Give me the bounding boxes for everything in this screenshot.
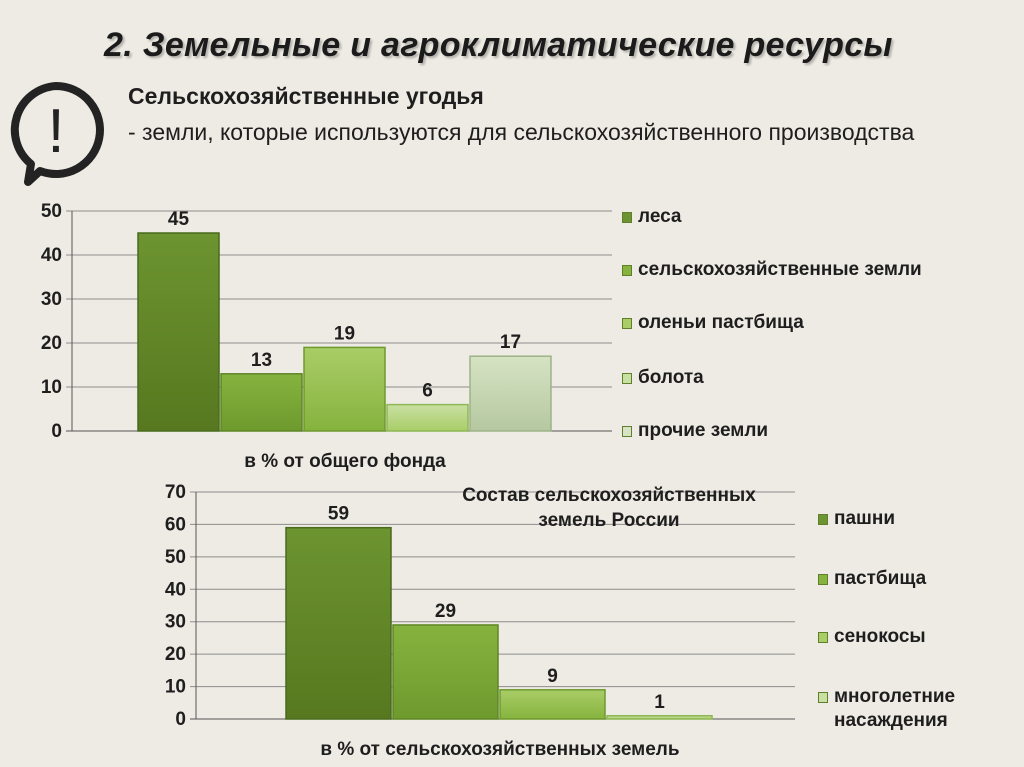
legend-swatch <box>818 514 828 525</box>
legend-item: сельскохозяйственные земли <box>622 258 938 282</box>
bar-value-label: 17 <box>500 332 521 353</box>
legend-item: оленьи пастбища <box>622 311 938 335</box>
legend-label: пашни <box>834 508 896 529</box>
slide-title: 2. Земельные и агроклиматические ресурсы <box>104 26 893 64</box>
legend-swatch <box>622 373 632 384</box>
chart-title: земель России <box>538 510 679 531</box>
legend-swatch <box>818 632 828 643</box>
legend-swatch <box>622 426 632 437</box>
bar <box>303 346 386 432</box>
legend-item: прочие земли <box>622 419 938 443</box>
bar-value-label: 59 <box>328 504 349 525</box>
bar <box>137 232 220 432</box>
legend-swatch <box>622 318 632 329</box>
bar <box>386 403 469 432</box>
bar <box>392 624 499 720</box>
bar-value-label: 1 <box>654 692 665 713</box>
legend-label: пастбища <box>834 568 927 589</box>
y-tick-label: 40 <box>41 245 62 266</box>
y-tick-label: 10 <box>165 677 186 698</box>
bar <box>220 373 303 432</box>
bar <box>606 715 713 720</box>
bar-value-label: 9 <box>547 666 558 687</box>
y-tick-label: 30 <box>41 289 62 310</box>
bar-value-label: 19 <box>334 323 355 344</box>
y-tick-label: 20 <box>41 333 62 354</box>
legend-item: пашни <box>818 507 1024 531</box>
section-definition: - земли, которые используются для сельск… <box>128 119 915 145</box>
section-heading: Сельскохозяйственные угодья <box>128 83 484 109</box>
y-tick-label: 50 <box>165 547 186 568</box>
y-tick-label: 0 <box>175 709 186 730</box>
legend-item: сенокосы <box>818 625 1024 649</box>
legend-item: леса <box>622 205 938 229</box>
bar-value-label: 29 <box>435 601 456 622</box>
bar-value-label: 13 <box>251 350 272 371</box>
legend-label: сенокосы <box>834 626 926 647</box>
y-tick-label: 40 <box>165 579 186 600</box>
y-tick-label: 10 <box>41 377 62 398</box>
x-axis-label: в % от общего фонда <box>244 451 446 472</box>
bar <box>499 689 606 720</box>
legend-label: леса <box>638 206 682 227</box>
y-tick-label: 70 <box>165 482 186 503</box>
legend-swatch <box>818 692 828 703</box>
y-tick-label: 60 <box>165 514 186 535</box>
exclamation-icon: ! <box>47 97 64 166</box>
y-tick-label: 50 <box>41 201 62 222</box>
alert-bubble-icon: ! <box>10 82 104 186</box>
legend-swatch <box>622 212 632 223</box>
bar-value-label: 45 <box>168 209 190 230</box>
bar <box>285 526 392 720</box>
legend-item: многолетние насаждения <box>818 685 1024 733</box>
y-tick-label: 0 <box>51 421 62 442</box>
legend-label: сельскохозяйственные земли <box>638 259 922 280</box>
legend-item: пастбища <box>818 567 1024 591</box>
legend-label: болота <box>638 367 704 388</box>
x-axis-label: в % от сельскохозяйственных земель <box>320 739 679 760</box>
legend-item: болота <box>622 366 938 390</box>
legend-swatch <box>818 574 828 585</box>
chart-title: Состав сельскохозяйственных <box>462 485 756 506</box>
legend-label: многолетние насаждения <box>834 686 956 731</box>
legend-label: оленьи пастбища <box>638 312 804 333</box>
legend-swatch <box>622 265 632 276</box>
bar-value-label: 6 <box>422 381 433 402</box>
y-tick-label: 20 <box>165 644 186 665</box>
bar <box>469 355 552 432</box>
legend-label: прочие земли <box>638 420 769 441</box>
y-tick-label: 30 <box>165 612 186 633</box>
